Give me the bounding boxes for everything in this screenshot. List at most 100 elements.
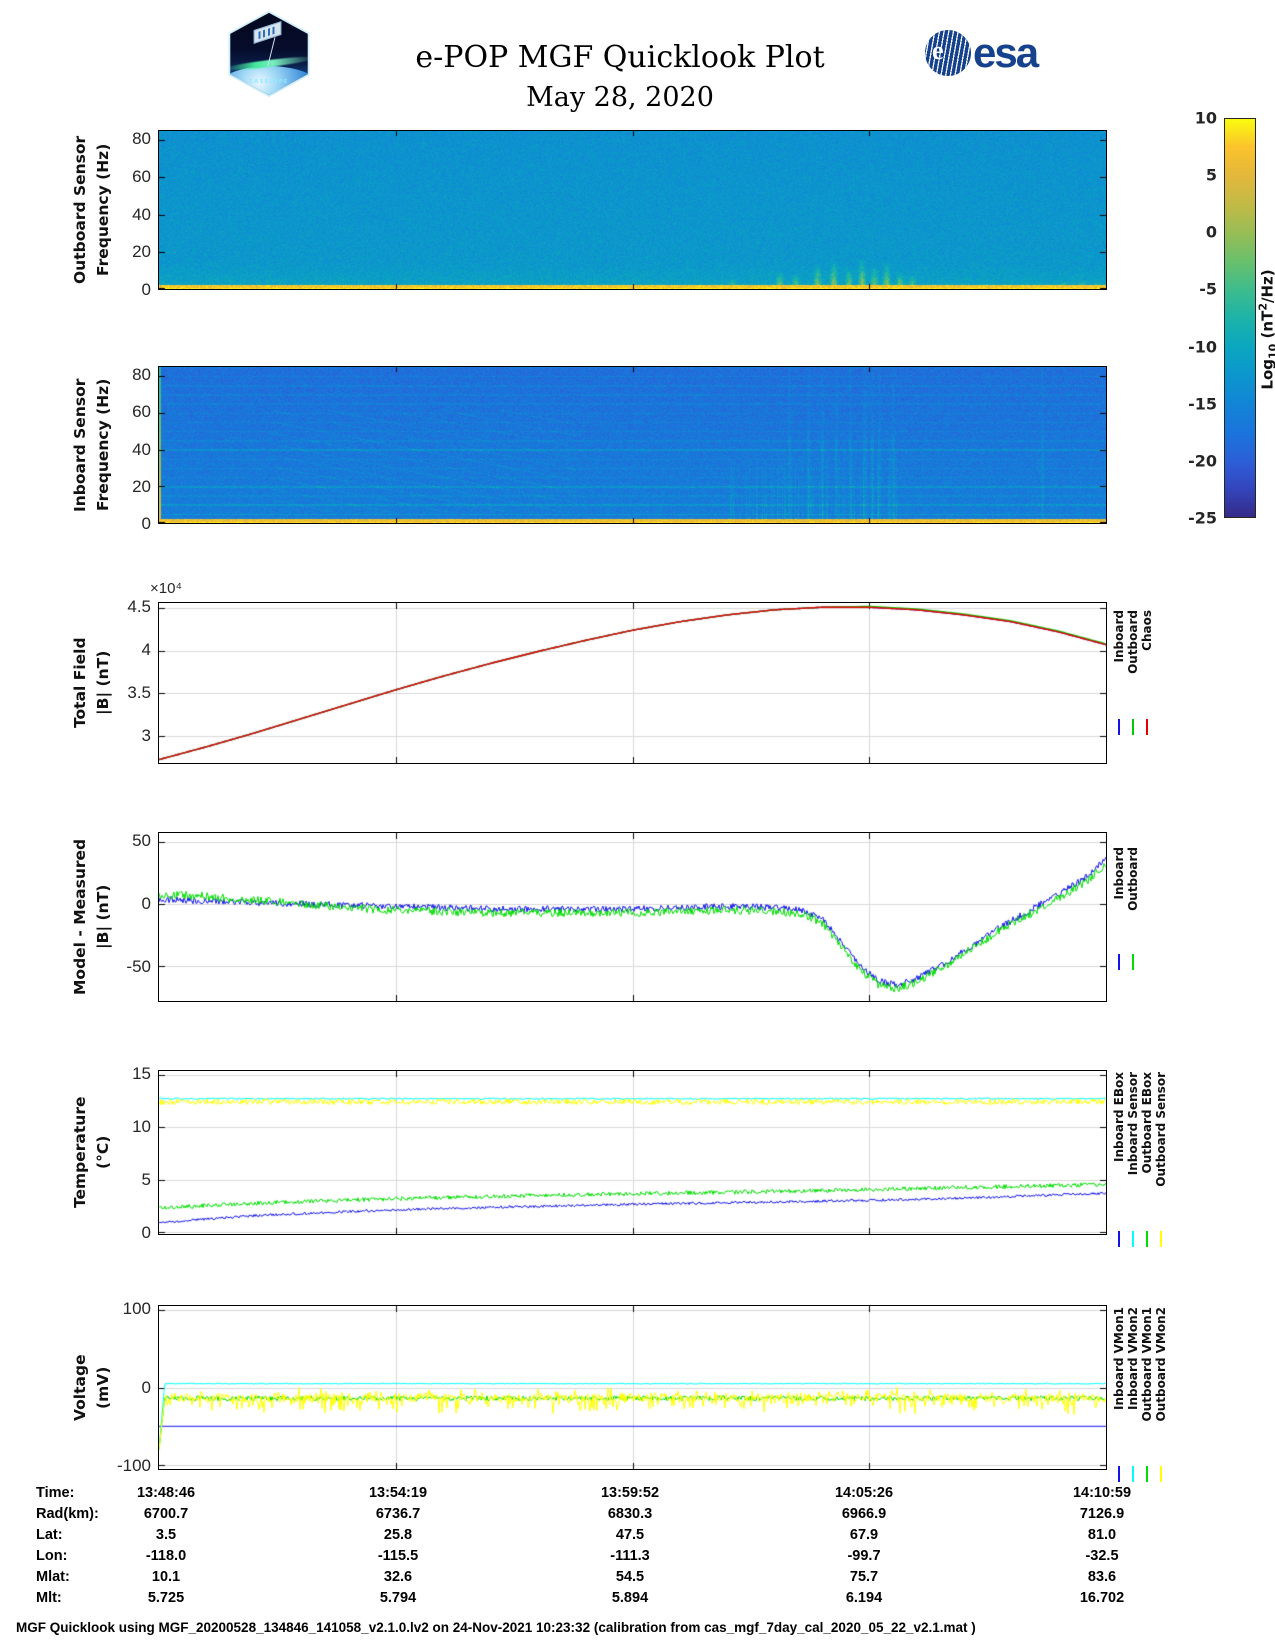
table-cell: 14:05:26	[834, 1485, 894, 1501]
temperature-panel	[158, 1070, 1107, 1235]
legend-line-sample	[1145, 1466, 1149, 1482]
table-cell: 6736.7	[375, 1506, 421, 1522]
table-cell: 6830.3	[607, 1506, 653, 1522]
colorbar-tick-label: 5	[1205, 165, 1217, 185]
y-tick-label: 0	[141, 514, 151, 533]
table-cell: 6966.9	[841, 1506, 887, 1522]
legend-label: Outboard	[1126, 610, 1140, 674]
legend-label: Outboard Sensor	[1154, 1072, 1168, 1187]
table-cell: 5.794	[379, 1590, 417, 1606]
ylabel-line1: Outboard Sensor	[71, 135, 89, 285]
table-cell: 32.6	[383, 1569, 413, 1585]
total-field-ylabel: Total Field |B| (nT)	[66, 602, 118, 764]
y-tick-label: 80	[132, 129, 151, 148]
y-tick-label: 40	[132, 440, 151, 459]
table-cell: -99.7	[847, 1548, 881, 1564]
cb-label-log: Log	[1258, 358, 1275, 390]
y-tick-label: 100	[122, 1299, 151, 1318]
patch-art: CASSIOPE	[230, 12, 308, 96]
legend-label: Inboard Sensor	[1126, 1072, 1140, 1176]
y-tick-label: 15	[132, 1064, 151, 1083]
table-cell: 10.1	[151, 1569, 181, 1585]
row-label: Lat:	[36, 1527, 63, 1543]
temperature-canvas	[159, 1071, 1106, 1234]
ylabel-line2: (°C)	[94, 1135, 112, 1170]
legend-label: Chaos	[1140, 610, 1154, 651]
legend-line-sample	[1117, 954, 1121, 970]
y-tick-label: 10	[132, 1117, 151, 1136]
table-cell: 6700.7	[143, 1506, 189, 1522]
patch-border: CASSIOPE	[228, 10, 310, 98]
model-measured-panel	[158, 832, 1107, 1002]
row-label: Lon:	[36, 1548, 68, 1564]
legend-label: Inboard VMon2	[1126, 1307, 1140, 1410]
ylabel-line1: Total Field	[71, 637, 89, 729]
table-cell: 54.5	[615, 1569, 645, 1585]
cassiope-mission-patch: CASSIOPE	[222, 10, 316, 98]
table-cell: 67.9	[849, 1527, 879, 1543]
colorbar-tick-label: -5	[1199, 279, 1217, 299]
satellite-icon	[253, 21, 282, 44]
colorbar	[1224, 118, 1256, 518]
table-cell: 5.725	[147, 1590, 185, 1606]
table-cell: 3.5	[155, 1527, 177, 1543]
table-cell: 25.8	[383, 1527, 413, 1543]
ylabel-line1: Inboard Sensor	[71, 378, 89, 512]
legend-line-sample	[1117, 1231, 1121, 1247]
colorbar-tick-label: -20	[1188, 451, 1217, 471]
total-field-panel	[158, 602, 1107, 764]
y-tick-label: 80	[132, 365, 151, 384]
table-cell: 81.0	[1087, 1527, 1117, 1543]
table-cell: 13:59:52	[600, 1485, 660, 1501]
table-cell: 7126.9	[1079, 1506, 1125, 1522]
total-field-canvas	[159, 603, 1106, 763]
table-cell: 13:54:19	[368, 1485, 428, 1501]
voltage-canvas	[159, 1306, 1106, 1469]
voltage-legend: Inboard VMon1 Inboard VMon2 Outboard VMo…	[1112, 1307, 1168, 1482]
ylabel-line2: |B| (nT)	[94, 884, 112, 950]
esa-e-glyph: e	[932, 36, 944, 65]
inboard-spectrogram-panel	[158, 366, 1107, 524]
y-tick-label: 0	[141, 1378, 151, 1397]
colorbar-tick-label: 10	[1194, 108, 1217, 128]
plot-date: May 28, 2020	[526, 82, 714, 113]
y-tick-label: 4.5	[127, 597, 151, 616]
legend-label: Inboard	[1112, 610, 1126, 663]
y-tick-label: 0	[141, 894, 151, 913]
outboard-spectrogram-panel	[158, 130, 1107, 290]
model-measured-legend: Inboard Outboard	[1112, 847, 1140, 970]
ylabel-line1: Voltage	[71, 1354, 89, 1421]
cb-label-sup: 2	[1256, 303, 1270, 311]
table-cell: 16.702	[1079, 1590, 1125, 1606]
inboard-spectrogram-canvas	[159, 367, 1106, 523]
y-tick-label: 40	[132, 205, 151, 224]
legend-label: Outboard EBox	[1140, 1072, 1154, 1174]
colorbar-tick-label: -10	[1188, 337, 1217, 357]
y-tick-label: 4	[141, 640, 151, 659]
colorbar-tick-label: 0	[1205, 222, 1217, 242]
ylabel-line2: Frequency (Hz)	[94, 378, 112, 512]
page-title: e-POP MGF Quicklook Plot	[415, 40, 825, 75]
temperature-legend: Inboard EBox Inboard Sensor Outboard EBo…	[1112, 1072, 1168, 1247]
model-measured-ylabel: Model - Measured |B| (nT)	[66, 832, 118, 1002]
table-row: Lat: 3.5 25.8 47.5 67.9 81.0	[0, 1527, 1275, 1547]
voltage-ylabel: Voltage (mV)	[66, 1305, 118, 1470]
row-label: Time:	[36, 1485, 75, 1501]
esa-logo-text: esa	[973, 29, 1039, 76]
table-row: Time: 13:48:46 13:54:19 13:59:52 14:05:2…	[0, 1485, 1275, 1505]
y-tick-label: 60	[132, 167, 151, 186]
patch-mission-name: CASSIOPE	[249, 79, 289, 86]
table-cell: -32.5	[1085, 1548, 1119, 1564]
table-row: Mlt: 5.725 5.794 5.894 6.194 16.702	[0, 1590, 1275, 1610]
y-tick-label: -50	[126, 957, 151, 976]
table-row: Mlat: 10.1 32.6 54.5 75.7 83.6	[0, 1569, 1275, 1589]
table-cell: 47.5	[615, 1527, 645, 1543]
y-tick-label: 3	[141, 726, 151, 745]
legend-line-sample	[1145, 719, 1149, 735]
table-cell: 83.6	[1087, 1569, 1117, 1585]
legend-line-sample	[1117, 1466, 1121, 1482]
esa-logo: e esa	[925, 28, 1039, 78]
inboard-spectrogram-ylabel: Inboard Sensor Frequency (Hz)	[66, 366, 118, 524]
esa-globe-icon: e	[925, 30, 971, 76]
